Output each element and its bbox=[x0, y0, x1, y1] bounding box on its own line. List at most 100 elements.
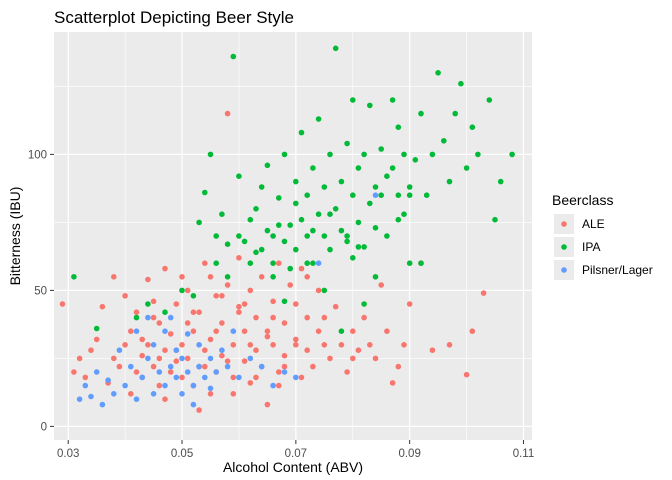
data-point bbox=[99, 303, 106, 310]
data-point bbox=[162, 396, 168, 403]
axis-ticks: 0.03 0.05 0.07 0.09 0.11 0 50 100 bbox=[28, 149, 534, 460]
data-point bbox=[196, 407, 202, 413]
legend-label: Pilsner/Lager bbox=[582, 263, 653, 277]
data-point bbox=[304, 233, 311, 239]
data-point bbox=[111, 274, 117, 280]
data-point bbox=[207, 385, 214, 392]
data-point bbox=[184, 287, 191, 294]
data-point bbox=[179, 342, 185, 348]
data-point bbox=[378, 282, 385, 288]
data-point bbox=[315, 260, 322, 267]
data-point bbox=[190, 382, 197, 389]
data-point bbox=[150, 342, 157, 348]
legend-swatch bbox=[561, 221, 567, 227]
data-point bbox=[207, 274, 214, 280]
data-point bbox=[150, 298, 157, 305]
data-point bbox=[213, 260, 219, 267]
data-point bbox=[196, 309, 202, 316]
data-point bbox=[156, 382, 163, 389]
data-point bbox=[150, 363, 157, 370]
data-point bbox=[184, 355, 191, 362]
data-point bbox=[241, 358, 248, 364]
data-point bbox=[93, 369, 100, 375]
data-point bbox=[236, 309, 242, 316]
data-point bbox=[338, 328, 345, 335]
data-point bbox=[179, 355, 185, 362]
data-point bbox=[372, 225, 379, 231]
data-point bbox=[230, 391, 237, 397]
data-point bbox=[207, 336, 214, 343]
data-point bbox=[338, 178, 345, 185]
series-ipa bbox=[71, 45, 515, 335]
chart-title: Scatterplot Depicting Beer Style bbox=[54, 8, 294, 27]
data-point bbox=[179, 274, 185, 280]
data-point bbox=[88, 393, 94, 400]
data-point bbox=[247, 355, 254, 362]
data-point bbox=[162, 328, 168, 335]
data-point bbox=[258, 363, 265, 370]
data-point bbox=[441, 138, 447, 144]
data-point bbox=[264, 401, 271, 408]
data-point bbox=[179, 391, 185, 397]
data-point bbox=[287, 222, 294, 228]
data-point bbox=[167, 314, 174, 321]
x-tick-label: 0.07 bbox=[285, 448, 307, 460]
data-point bbox=[145, 342, 151, 348]
data-point bbox=[361, 301, 367, 307]
data-point bbox=[219, 347, 225, 354]
legend-title: Beerclass bbox=[552, 192, 613, 208]
data-point bbox=[93, 325, 100, 332]
data-point bbox=[173, 358, 180, 364]
plot-panel bbox=[54, 32, 532, 440]
data-point bbox=[321, 233, 328, 239]
data-point bbox=[372, 274, 379, 280]
data-point bbox=[304, 314, 311, 321]
data-point bbox=[247, 342, 254, 348]
data-point bbox=[270, 298, 276, 305]
data-point bbox=[145, 314, 151, 321]
data-point bbox=[446, 342, 453, 348]
data-point bbox=[367, 342, 373, 348]
data-point bbox=[401, 211, 407, 217]
data-point bbox=[355, 244, 362, 250]
data-point bbox=[293, 374, 299, 381]
data-point bbox=[281, 320, 288, 326]
data-point bbox=[105, 377, 111, 384]
data-point bbox=[173, 347, 180, 354]
y-tick-label: 100 bbox=[28, 149, 47, 161]
data-point bbox=[350, 254, 356, 261]
data-point bbox=[224, 110, 231, 117]
data-point bbox=[372, 355, 379, 362]
data-point bbox=[207, 151, 214, 158]
data-point bbox=[167, 331, 174, 337]
data-point bbox=[247, 287, 254, 294]
data-point bbox=[258, 274, 265, 280]
data-point bbox=[281, 352, 288, 359]
data-point bbox=[196, 342, 202, 348]
data-point bbox=[253, 347, 259, 354]
data-point bbox=[236, 233, 242, 239]
data-point bbox=[332, 206, 339, 212]
data-point bbox=[378, 146, 385, 152]
data-point bbox=[338, 342, 345, 348]
data-point bbox=[350, 192, 356, 198]
data-point bbox=[139, 352, 145, 359]
data-point bbox=[435, 70, 441, 76]
data-point bbox=[76, 396, 83, 403]
data-point bbox=[395, 216, 402, 223]
data-point bbox=[230, 374, 237, 381]
data-point bbox=[202, 347, 208, 354]
data-point bbox=[378, 192, 385, 198]
data-point bbox=[156, 355, 163, 362]
data-point bbox=[315, 211, 322, 217]
data-point bbox=[344, 233, 350, 239]
data-point bbox=[423, 192, 430, 198]
data-point bbox=[71, 274, 77, 280]
data-point bbox=[162, 382, 168, 389]
data-point bbox=[372, 192, 379, 198]
data-point bbox=[150, 314, 157, 321]
data-point bbox=[82, 382, 89, 389]
data-point bbox=[281, 298, 288, 305]
data-point bbox=[406, 260, 413, 267]
data-point bbox=[219, 320, 225, 326]
